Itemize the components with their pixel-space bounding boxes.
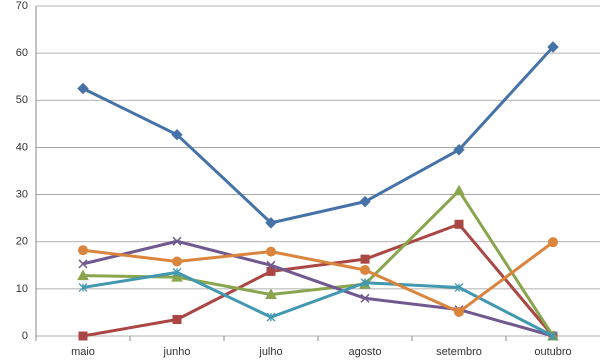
marker: [171, 271, 183, 282]
series-line: [82, 239, 554, 338]
marker: [171, 128, 183, 141]
y-tick-label: 0: [22, 330, 28, 342]
series-line: [82, 222, 555, 338]
marker: [172, 256, 182, 267]
marker: [266, 246, 276, 257]
y-tick-label: 50: [16, 94, 28, 106]
x-tick-label: maio: [71, 346, 95, 358]
x-tick-label: julho: [258, 346, 282, 358]
marker: [548, 237, 558, 248]
y-tick-label: 60: [16, 47, 28, 59]
y-tick-label: 10: [16, 283, 28, 295]
y-tick-label: 20: [16, 236, 28, 248]
y-tick-label: 40: [16, 141, 28, 153]
marker: [453, 184, 465, 196]
series-line: [82, 46, 555, 225]
marker: [78, 331, 88, 341]
marker: [454, 219, 464, 229]
series-line: [82, 189, 555, 337]
marker: [78, 245, 88, 256]
marker: [172, 315, 182, 324]
marker: [265, 288, 277, 300]
marker: [172, 236, 182, 246]
marker: [266, 260, 276, 270]
x-tick-label: agosto: [348, 346, 381, 358]
marker: [78, 259, 88, 269]
marker: [359, 195, 371, 208]
x-tick-label: outubro: [534, 346, 571, 358]
marker: [547, 41, 559, 53]
x-tick-label: junho: [163, 346, 191, 358]
marker: [360, 278, 370, 288]
marker: [360, 265, 370, 275]
series-line: [82, 270, 554, 338]
series-line: [82, 240, 554, 314]
marker: [77, 269, 89, 281]
marker: [360, 254, 370, 264]
marker: [548, 331, 558, 341]
marker: [77, 82, 89, 95]
y-tick-label: 30: [16, 188, 28, 200]
marker: [266, 312, 276, 322]
marker: [454, 306, 464, 317]
marker: [453, 144, 465, 156]
marker: [78, 282, 88, 292]
marker: [266, 266, 276, 276]
marker: [265, 217, 277, 229]
x-tick-label: setembro: [436, 346, 482, 358]
marker: [454, 282, 464, 292]
marker: [360, 293, 370, 303]
y-tick-label: 70: [16, 0, 28, 12]
marker: [172, 267, 182, 277]
